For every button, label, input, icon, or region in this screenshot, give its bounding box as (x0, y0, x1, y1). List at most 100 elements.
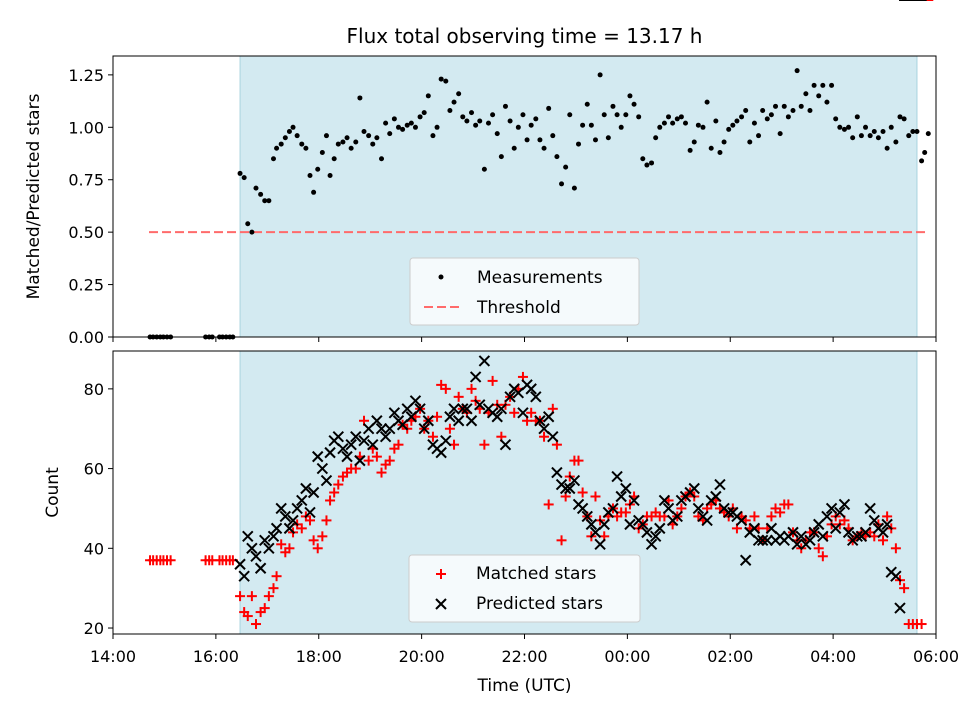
matched-star-point (766, 511, 777, 522)
measurement-point (567, 112, 573, 118)
matched-star-point (890, 543, 901, 554)
predicted-star-point (585, 518, 598, 531)
measurement-point (888, 124, 894, 130)
y-tick-label: 60 (84, 460, 104, 479)
measurement-point (605, 135, 611, 141)
measurement-point (537, 137, 543, 143)
measurement-point (447, 108, 453, 114)
predicted-star-point (499, 438, 512, 451)
measurement-point (253, 185, 259, 191)
measurement-point (756, 133, 762, 139)
measurement-point (798, 103, 804, 109)
matched-star-point (775, 507, 786, 518)
predicted-star-point (478, 355, 491, 367)
measurement-point (734, 118, 740, 124)
measurement-point (781, 103, 787, 109)
measurement-point (807, 108, 813, 114)
matched-star-point (250, 619, 261, 630)
x-tick-label: 00:00 (604, 647, 650, 666)
predicted-star-point (804, 534, 816, 547)
measurement-point (307, 173, 313, 179)
measurement-point (311, 189, 317, 195)
predicted-star-point (701, 514, 713, 527)
matched-star-point (882, 511, 893, 522)
predicted-star-point (512, 387, 525, 399)
y-tick-label: 0.50 (68, 223, 104, 242)
matched-star-point (556, 535, 567, 546)
predicted-star-point (787, 526, 799, 539)
measurement-point (340, 139, 346, 145)
predicted-star-point (354, 454, 366, 467)
predicted-star-point (530, 391, 542, 403)
measurement-point (266, 198, 272, 204)
measurement-point (644, 162, 650, 168)
x-tick-label: 14:00 (90, 647, 136, 666)
predicted-star-point (821, 510, 833, 523)
measurement-point (370, 141, 376, 147)
measurement-point (395, 124, 401, 130)
y-tick-label: 0.00 (68, 328, 104, 347)
measurement-point (485, 120, 491, 126)
y-tick-label: 0.75 (68, 171, 104, 190)
measurement-point (760, 108, 766, 114)
bottom-x-axis-label: Time (UTC) (477, 676, 572, 696)
predicted-star-point (624, 518, 636, 531)
measurement-point (674, 116, 680, 122)
measurement-point (344, 135, 350, 141)
matched-star-point (329, 487, 340, 498)
measurement-point (919, 158, 925, 164)
predicted-star-point (238, 570, 250, 582)
measurement-point (751, 120, 757, 126)
predicted-star-point (859, 526, 872, 539)
x-tick-label: 18:00 (296, 647, 342, 666)
measurement-point (785, 114, 791, 120)
measurement-point (258, 191, 264, 197)
predicted-star-point (291, 502, 303, 515)
predicted-star-point (312, 450, 324, 463)
matched-star-point (376, 467, 387, 478)
measurement-point (498, 154, 504, 160)
measurement-point (700, 124, 706, 130)
legend-matched-marker (436, 569, 446, 579)
measurement-point (875, 135, 881, 141)
measurement-point (704, 99, 710, 105)
predicted-star-point (829, 522, 842, 535)
predicted-star-point (808, 526, 820, 539)
bottom-legend: Matched stars Predicted stars (408, 554, 641, 623)
measurement-point (841, 126, 847, 132)
matched-star-point (899, 583, 910, 594)
x-tick-label: 20:00 (399, 647, 445, 666)
predicted-star-point (838, 498, 851, 511)
measurement-point (383, 120, 389, 126)
bottom-y-axis-label: Count (43, 467, 63, 518)
measurement-point (691, 139, 697, 145)
measurement-point (627, 93, 633, 99)
x-tick-label: 22:00 (501, 647, 547, 666)
predicted-star-point (296, 494, 308, 507)
matched-star-point (321, 515, 332, 526)
matched-star-point (312, 543, 323, 554)
measurement-point (421, 110, 427, 116)
predicted-star-point (611, 470, 623, 483)
matched-star-point (878, 535, 889, 546)
predicted-star-point (710, 490, 722, 503)
measurement-point (417, 114, 423, 120)
predicted-star-point (300, 482, 312, 495)
measurement-point (481, 166, 487, 172)
measurement-point (880, 128, 886, 134)
predicted-star-point (405, 411, 418, 423)
predicted-star-point (287, 514, 299, 527)
predicted-star-point (564, 482, 576, 495)
matched-star-point (543, 499, 554, 510)
predicted-star-point (795, 530, 807, 543)
measurement-point (653, 135, 659, 141)
measurement-point (811, 82, 817, 88)
measurement-point (554, 154, 560, 160)
predicted-star-point (409, 395, 422, 407)
legend-predicted-marker (435, 598, 447, 610)
matched-star-point (284, 543, 295, 554)
predicted-star-point (418, 423, 430, 435)
matched-star-point (590, 491, 601, 502)
measurement-point (610, 103, 616, 109)
measurement-point (580, 122, 586, 128)
